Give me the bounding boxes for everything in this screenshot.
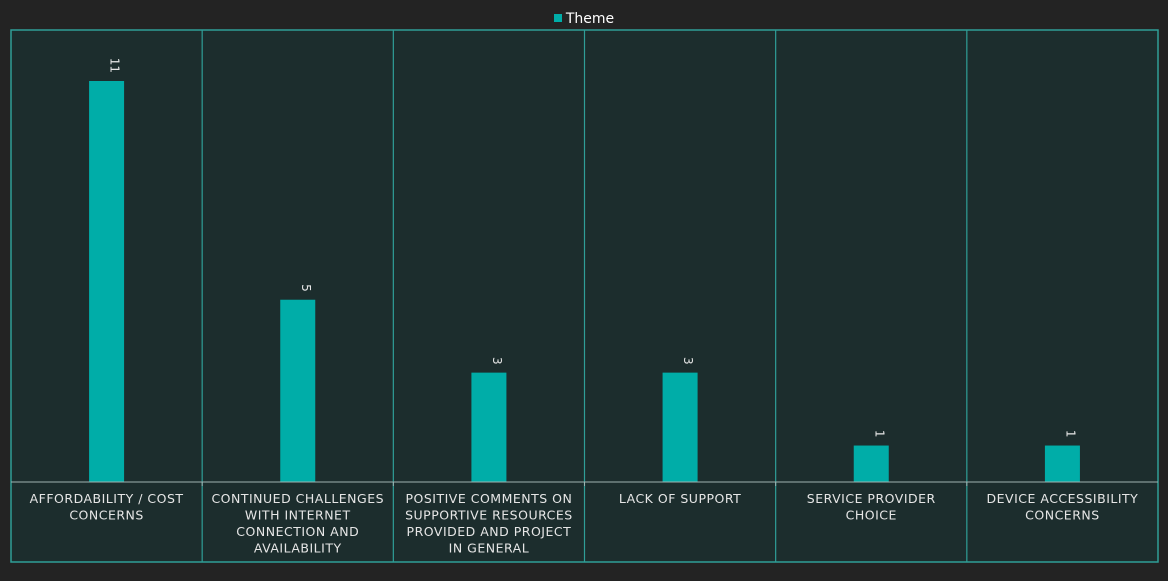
data-label: 1 xyxy=(1063,430,1077,438)
category-label: AVAILABILITY xyxy=(254,541,342,556)
data-label: 1 xyxy=(872,430,886,438)
category-label: PROVIDED AND PROJECT xyxy=(407,524,572,539)
bar xyxy=(89,81,125,482)
category-label: IN GENERAL xyxy=(449,541,530,556)
category-labels: AFFORDABILITY / COST CONCERNS CONTINUED CH… xyxy=(30,491,1139,556)
bar xyxy=(1044,445,1080,482)
legend-swatch xyxy=(553,14,562,22)
category-label: LACK OF SUPPORT xyxy=(619,491,741,506)
category-label: SUPPORTIVE RESOURCES xyxy=(405,508,573,523)
category-label: SERVICE PROVIDER xyxy=(807,491,936,506)
data-label: 5 xyxy=(299,284,313,292)
legend-label: Theme xyxy=(565,11,615,27)
category-label: AFFORDABILITY / COST xyxy=(30,491,184,506)
bar xyxy=(280,299,316,482)
category-label: DEVICE ACCESSIBILITY xyxy=(987,491,1139,506)
bar-series xyxy=(89,81,1080,482)
data-label: 11 xyxy=(108,58,122,73)
category-label: CONCERNS xyxy=(69,508,144,523)
category-label: POSITIVE COMMENTS ON xyxy=(405,491,572,506)
bar xyxy=(471,372,507,482)
data-label: 3 xyxy=(681,357,695,365)
bar xyxy=(853,445,889,482)
category-label: CONNECTION AND xyxy=(236,524,359,539)
chart-legend: Theme xyxy=(0,10,1168,28)
x-axis xyxy=(11,481,1158,486)
data-label: 3 xyxy=(490,357,504,365)
category-panels xyxy=(10,29,1159,563)
bar xyxy=(662,372,698,482)
category-label: CONTINUED CHALLENGES xyxy=(211,491,384,506)
category-label: WITH INTERNET xyxy=(245,508,351,523)
category-label: CHOICE xyxy=(846,508,897,523)
category-label: CONCERNS xyxy=(1025,508,1100,523)
